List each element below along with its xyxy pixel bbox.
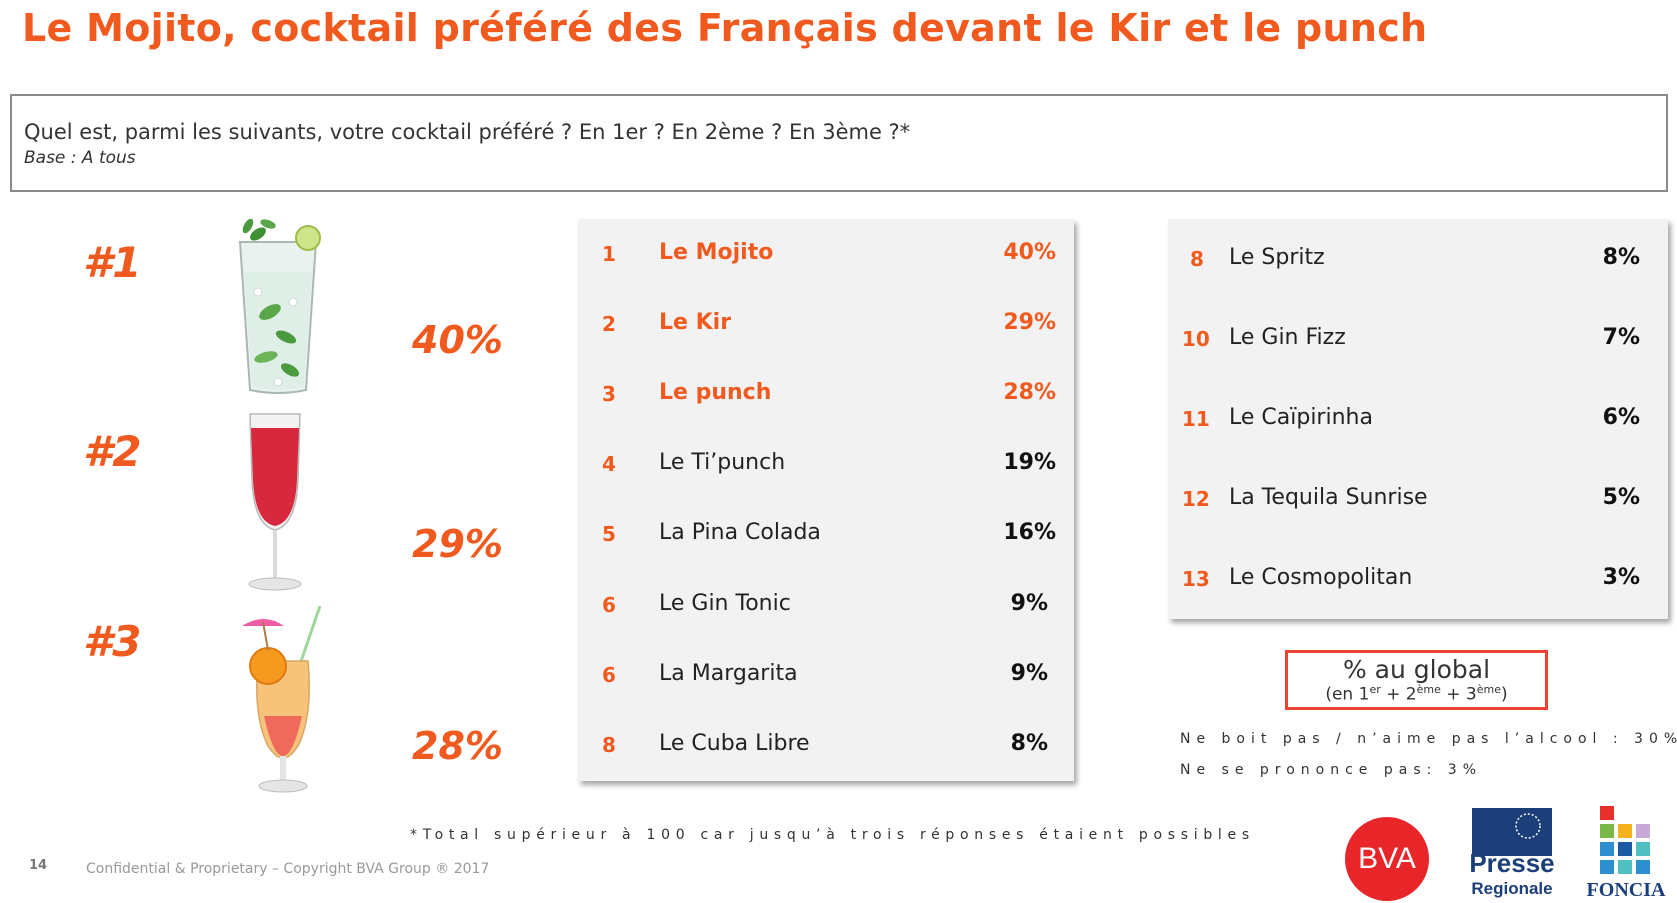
cocktail-name: Le Ti’punch [659,450,786,475]
mojito-image [238,218,321,394]
ranking-panel-left: 1 Le Mojito 40% 2 Le Kir 29% 3 Le punch … [578,219,1074,781]
rank-3-label: #3 [83,617,142,666]
page-number: 14 [29,858,48,873]
ranking-row: 1 Le Mojito 40% [578,240,1074,270]
ranking-row: 2 Le Kir 29% [578,310,1074,340]
cocktail-percent: 29% [1003,310,1056,335]
cocktail-name: Le Kir [659,310,732,335]
ranking-row: 4 Le Ti’punch 19% [578,450,1074,480]
cocktail-name: Le punch [659,380,772,405]
ranking-row: 3 Le punch 28% [578,380,1074,410]
rank-number: 6 [602,663,616,687]
rank-1-percent: 40% [412,318,503,362]
ranking-panel-right: 8 Le Spritz 8% 10 Le Gin Fizz 7% 11 Le C… [1168,219,1668,619]
ranking-row: 12 La Tequila Sunrise 5% [1168,485,1668,515]
rank-number: 8 [1190,247,1204,271]
cocktail-name: Le Cuba Libre [659,731,810,756]
cocktail-percent: 9% [1010,661,1048,686]
presse-logo-line1: Presse [1469,848,1554,878]
rank-number: 10 [1182,327,1210,351]
cocktail-name: Le Caïpirinha [1229,405,1373,430]
legend-sup: er [1369,683,1381,696]
legend-sub-part: + 2 [1380,684,1417,705]
note-no-alcohol: Ne boit pas / n’aime pas l’alcool : 30% [1180,731,1677,747]
punch-image [242,606,322,793]
ranking-row: 13 Le Cosmopolitan 3% [1168,565,1668,595]
cocktail-name: Le Mojito [659,240,774,265]
rank-number: 5 [602,522,616,546]
cocktail-percent: 9% [1010,591,1048,616]
footer-copyright: Confidential & Proprietary – Copyright B… [86,861,490,877]
cocktail-percent: 7% [1602,325,1640,350]
cocktail-percent: 28% [1003,380,1056,405]
cocktail-percent: 3% [1602,565,1640,590]
cocktail-name: Le Spritz [1229,245,1325,270]
cocktail-name: Le Gin Fizz [1229,325,1346,350]
legend-sub-part: ) [1501,684,1508,705]
ranking-row: 11 Le Caïpirinha 6% [1168,405,1668,435]
ranking-row: 8 Le Cuba Libre 8% [578,731,1074,761]
base-text: Base : A tous [24,148,136,168]
rank-number: 13 [1182,567,1210,591]
cocktail-percent: 6% [1602,405,1640,430]
cocktail-percent: 8% [1602,245,1640,270]
legend-title: % au global [1342,655,1491,684]
cocktail-name: La Margarita [659,661,798,686]
bva-logo: BVA [1345,817,1429,901]
rank-number: 8 [602,733,616,757]
question-text: Quel est, parmi les suivants, votre cock… [24,120,911,144]
rank-2-label: #2 [83,427,142,476]
ranking-row: 8 Le Spritz 8% [1168,245,1668,275]
cocktail-percent: 16% [1003,520,1056,545]
kir-image [248,413,302,591]
ranking-row: 10 Le Gin Fizz 7% [1168,325,1668,355]
bva-logo-text: BVA [1358,842,1416,875]
foncia-logo: FONCIA [1587,806,1666,900]
cocktail-name: Le Cosmopolitan [1229,565,1413,590]
cocktail-percent: 8% [1010,731,1048,756]
cocktail-name: Le Gin Tonic [659,591,791,616]
presse-logo-line2: Regionale [1471,879,1552,898]
rank-number: 6 [602,593,616,617]
question-box: Quel est, parmi les suivants, votre cock… [10,94,1668,192]
rank-1-label: #1 [83,238,142,287]
page-title: Le Mojito, cocktail préféré des Français… [22,6,1428,50]
legend-sub-part: + 3 [1440,684,1477,705]
rank-number: 4 [602,452,616,476]
legend-sub-part: (en 1 [1325,684,1370,705]
rank-3-percent: 28% [412,724,503,768]
rank-2-percent: 29% [412,522,503,566]
rank-number: 2 [602,312,616,336]
ranking-row: 6 Le Gin Tonic 9% [578,591,1074,621]
legend-sup: ème [1416,683,1441,696]
cocktail-percent: 19% [1003,450,1056,475]
cocktail-name: La Tequila Sunrise [1229,485,1428,510]
ranking-row: 5 La Pina Colada 16% [578,520,1074,550]
foncia-logo-text: FONCIA [1587,879,1666,900]
legend-sup: ème [1476,683,1502,696]
cocktail-percent: 5% [1602,485,1640,510]
presse-regionale-logo: Presse Regionale [1466,808,1558,900]
rank-number: 12 [1182,487,1210,511]
legend-box: % au global (en 1er + 2ème + 3ème) [1285,650,1548,710]
note-no-answer: Ne se prononce pas: 3% [1180,762,1483,778]
cocktail-percent: 40% [1003,240,1056,265]
legend-subtitle: (en 1er + 2ème + 3ème) [1288,683,1545,705]
note-total: *Total supérieur à 100 car jusqu’à trois… [410,827,1255,843]
rank-number: 11 [1182,407,1210,431]
cocktail-name: La Pina Colada [659,520,821,545]
rank-number: 3 [602,382,616,406]
rank-number: 1 [602,242,616,266]
ranking-row: 6 La Margarita 9% [578,661,1074,691]
